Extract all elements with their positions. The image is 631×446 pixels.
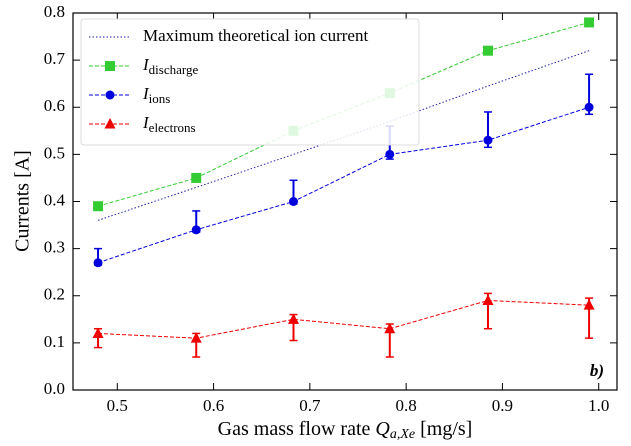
x-tick-label: 0.8 — [396, 396, 417, 415]
legend-subscript: electrons — [149, 120, 196, 135]
legend-box — [80, 18, 420, 146]
annotation: b) — [590, 361, 604, 380]
x-tick-label: 0.9 — [492, 396, 513, 415]
y-tick-label: 0.3 — [44, 238, 65, 257]
marker — [104, 118, 116, 129]
x-label-unit: [mg/s] — [420, 418, 472, 440]
marker — [584, 102, 594, 112]
marker — [191, 172, 202, 183]
marker — [288, 197, 298, 206]
y-tick-label: 0.2 — [44, 285, 65, 304]
marker — [93, 258, 103, 268]
legend-subscript: discharge — [149, 62, 199, 77]
marker — [105, 90, 115, 100]
marker — [385, 149, 395, 159]
x-label-text: Gas mass flow rate — [218, 418, 371, 440]
y-tick-label: 0.1 — [44, 332, 65, 351]
marker — [483, 135, 493, 145]
y-tick-label: 0.4 — [44, 190, 66, 209]
x-label-subscript: a,Xe — [390, 427, 415, 442]
y-tick-label: 0.0 — [44, 379, 65, 398]
marker — [384, 322, 396, 334]
legend-label: Iions — [142, 84, 170, 106]
legend-text: Maximum theoretical ion current — [143, 26, 368, 45]
legend-label: Idischarge — [142, 55, 198, 77]
y-tick-label: 0.8 — [44, 2, 65, 21]
series-line — [98, 299, 590, 339]
y-tick-label: 0.7 — [44, 49, 66, 68]
marker — [287, 313, 299, 324]
x-tick-label: 1.0 — [588, 396, 609, 415]
y-tick-label: 0.6 — [44, 96, 65, 115]
marker — [482, 294, 494, 305]
marker — [105, 61, 115, 71]
x-tick-label: 0.5 — [107, 396, 128, 415]
marker — [482, 45, 493, 56]
marker — [92, 327, 104, 338]
marker — [583, 299, 595, 310]
x-axis-label: Gas mass flow rate Qa,Xe [mg/s] — [218, 418, 473, 443]
marker — [191, 225, 201, 235]
legend: Maximum theoretical ion current Idischarg… — [80, 18, 420, 146]
legend-symbol: I — [142, 55, 150, 74]
marker — [584, 17, 595, 28]
legend-symbol: I — [142, 113, 150, 132]
legend-subscript: ions — [149, 91, 171, 106]
marker — [93, 201, 104, 212]
marker — [190, 332, 202, 343]
y-axis-label: Currents [A] — [12, 150, 34, 252]
legend-label: Ielectrons — [142, 113, 196, 135]
x-tick-label: 0.7 — [299, 396, 321, 415]
x-label-symbol: Q — [375, 418, 390, 440]
legend-symbol: I — [142, 84, 150, 103]
x-tick-label: 0.6 — [203, 396, 224, 415]
series-line — [97, 106, 590, 264]
legend-label: Maximum theoretical ion current — [143, 26, 368, 45]
y-tick-label: 0.5 — [44, 143, 65, 162]
